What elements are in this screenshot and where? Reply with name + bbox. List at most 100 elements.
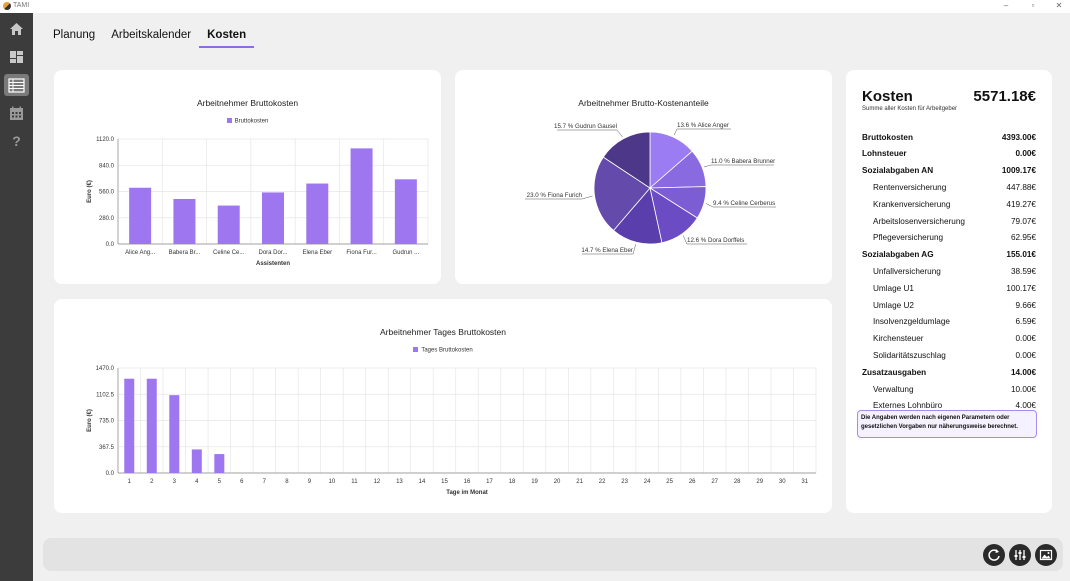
cost-row: Sozialabgaben AG 155.01€	[862, 248, 1036, 262]
cost-row: Kirchensteuer 0.00€	[862, 332, 1036, 346]
sidebar-item-costs[interactable]	[4, 74, 29, 96]
x-tick-label: 13	[396, 479, 403, 485]
cost-row: Pflegeversicherung 62.95€	[862, 231, 1036, 245]
x-tick-label: 16	[464, 479, 471, 485]
cost-label: Kirchensteuer	[873, 334, 924, 344]
cost-label: Zusatzausgaben	[862, 367, 927, 377]
x-tick-label: Alice Ang...	[125, 250, 155, 256]
bar	[350, 148, 373, 244]
cost-row: Rentenversicherung 447.88€	[862, 180, 1036, 194]
pie-leader-line	[705, 203, 776, 208]
y-tick-label: 280.0	[99, 216, 115, 222]
x-tick-label: 26	[689, 479, 696, 485]
sidebar-item-home[interactable]	[4, 18, 29, 40]
legend-swatch	[226, 118, 232, 123]
pie-slice-label: 12.6 % Dora Dorffels	[687, 237, 744, 244]
x-tick-label: Fiona Fur...	[346, 250, 377, 256]
app-title: TAMI	[13, 2, 30, 9]
pie-leader-line	[582, 244, 636, 255]
cost-label: Solidaritätszuschlag	[873, 350, 946, 360]
title-bar: TAMI – ▫ ✕	[0, 0, 1070, 13]
y-tick-label: 1470.0	[96, 366, 115, 372]
maximize-icon[interactable]: ▫	[1031, 1, 1035, 10]
bar	[214, 454, 225, 473]
sidebar-item-help[interactable]: ?	[4, 130, 29, 152]
y-tick-label: 367.5	[99, 445, 115, 451]
day-chart-legend: Tages Bruttokosten	[54, 347, 832, 354]
pie-leader-line	[673, 128, 731, 136]
legend-swatch	[413, 347, 419, 352]
bar-chart-title: Arbeitnehmer Bruttokosten	[196, 98, 299, 108]
bar	[124, 378, 135, 473]
pie-slice-label: 15.7 % Gudrun Gausel	[554, 123, 617, 130]
help-icon: ?	[12, 133, 21, 149]
day-chart-title: Arbeitnehmer Tages Bruttokosten	[380, 327, 506, 337]
x-tick-label: 27	[711, 479, 718, 485]
cost-value: 10.00€	[1010, 384, 1036, 394]
bar	[146, 378, 157, 473]
sidebar-item-dashboard[interactable]	[4, 46, 29, 68]
pie-slice	[593, 156, 651, 232]
x-tick-label: 6	[240, 479, 244, 485]
day-chart-legend-label: Tages Bruttokosten	[421, 347, 473, 354]
home-icon	[10, 23, 23, 35]
cost-row: Verwaltung 10.00€	[862, 382, 1036, 396]
cost-value: 0.00€	[1015, 149, 1037, 159]
cost-label: Umlage U1	[873, 283, 914, 293]
costs-panel: Kosten 5571.18€ Summe aller Kosten für A…	[846, 70, 1052, 513]
x-tick-label: 2	[150, 479, 154, 485]
cost-value: 447.88€	[1006, 182, 1036, 192]
settings-button[interactable]	[1009, 544, 1031, 566]
minimize-icon[interactable]: –	[1003, 1, 1009, 10]
y-axis-label: Euro (€)	[87, 409, 93, 432]
y-tick-label: 0.0	[106, 471, 115, 477]
y-tick-label: 840.0	[99, 163, 115, 169]
x-tick-label: Babera Br...	[169, 250, 201, 256]
y-tick-label: 1102.5	[96, 392, 115, 398]
cost-label: Umlage U2	[873, 300, 914, 310]
x-tick-label: 10	[329, 479, 336, 485]
tab-planung[interactable]: Planung	[53, 29, 96, 41]
cost-label: Pflegeversicherung	[873, 233, 944, 243]
export-image-button[interactable]	[1035, 544, 1057, 566]
cost-row: Externes Lohnbüro 4.00€	[862, 399, 1036, 413]
cost-row: Umlage U2 9.66€	[862, 298, 1036, 312]
pie-leader-line	[682, 235, 747, 245]
cost-row: Unfallversicherung 38.59€	[862, 264, 1036, 278]
x-tick-label: 14	[419, 479, 426, 485]
calendar-icon	[10, 106, 23, 120]
x-axis-label: Assistenten	[256, 261, 290, 267]
cost-value: 4393.00€	[1001, 132, 1036, 142]
x-tick-label: 12	[374, 479, 381, 485]
bar	[173, 199, 196, 244]
x-tick-label: 1	[128, 479, 132, 485]
x-tick-label: Gudrun ...	[393, 250, 420, 256]
bar-chart-legend: Bruttokosten	[54, 118, 441, 125]
tab-kosten[interactable]: Kosten	[199, 27, 255, 48]
x-tick-label: 31	[801, 479, 808, 485]
sidebar-item-calendar[interactable]	[4, 102, 29, 124]
cost-row: Solidaritätszuschlag 0.00€	[862, 348, 1036, 362]
pie-slice-label: 11.0 % Babera Brunner	[711, 158, 775, 165]
close-icon[interactable]: ✕	[1055, 1, 1063, 10]
cost-value: 62.95€	[1010, 233, 1036, 243]
tab-arbeitskalender[interactable]: Arbeitskalender	[111, 29, 192, 41]
pie-chart-title: Arbeitnehmer Brutto-Kostenanteile	[578, 98, 709, 108]
costs-note: Die Angaben werden nach eigenen Paramete…	[857, 410, 1037, 438]
x-tick-label: 18	[509, 479, 516, 485]
cost-value: 0.00€	[1015, 334, 1037, 344]
x-tick-label: 17	[486, 479, 493, 485]
pie-slice	[602, 131, 651, 189]
cost-label: Externes Lohnbüro	[873, 401, 943, 411]
x-tick-label: 23	[621, 479, 628, 485]
costs-total: 5571.18€	[973, 88, 1036, 105]
cost-value: 419.27€	[1006, 199, 1036, 209]
y-tick-label: 735.0	[99, 419, 115, 425]
costs-title: Kosten	[862, 88, 913, 105]
bar-chart: 0.0 280.0 560.0 840.0 1120.0 Alice Ang... Babe…	[87, 137, 429, 267]
x-tick-label: 20	[554, 479, 561, 485]
refresh-button[interactable]	[983, 544, 1005, 566]
pie-slice	[612, 187, 663, 245]
pie-slice-label: 14.7 % Elena Eber	[581, 247, 633, 254]
x-tick-label: 24	[644, 479, 651, 485]
